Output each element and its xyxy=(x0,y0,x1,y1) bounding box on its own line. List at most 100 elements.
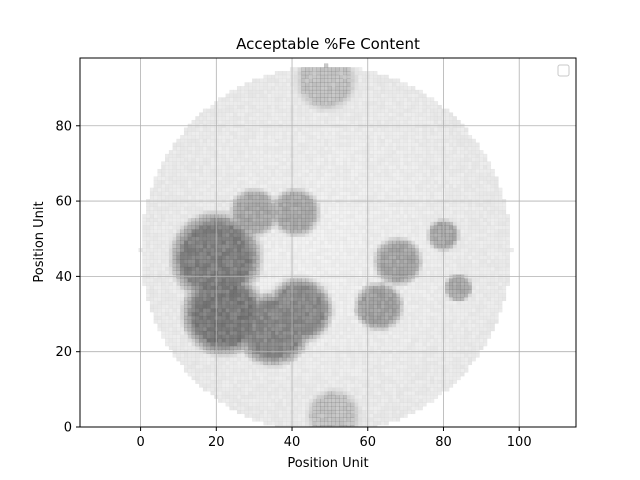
heatmap-cell xyxy=(157,263,162,268)
heatmap-cell xyxy=(346,240,351,245)
heatmap-cell xyxy=(339,266,344,271)
heatmap-cell xyxy=(293,342,298,347)
heatmap-cell xyxy=(312,281,317,287)
heatmap-cell xyxy=(259,372,264,377)
heatmap-cell xyxy=(331,236,336,241)
heatmap-cell xyxy=(346,413,351,418)
heatmap-cell xyxy=(218,217,223,222)
heatmap-cell xyxy=(316,304,321,309)
heatmap-cell xyxy=(369,266,374,271)
heatmap-cell xyxy=(180,330,185,335)
heatmap-cell xyxy=(286,82,291,87)
heatmap-cell xyxy=(354,342,359,347)
heatmap-cell xyxy=(199,383,204,388)
heatmap-cell xyxy=(305,308,310,313)
heatmap-cell xyxy=(350,360,355,366)
heatmap-cell xyxy=(180,296,185,302)
heatmap-cell xyxy=(331,74,336,79)
heatmap-cell xyxy=(331,112,336,117)
heatmap-cell xyxy=(358,334,363,339)
heatmap-cell xyxy=(271,372,276,377)
heatmap-cell xyxy=(172,323,177,328)
heatmap-cell xyxy=(335,108,340,113)
heatmap-cell xyxy=(327,157,332,162)
heatmap-cell xyxy=(202,172,208,177)
heatmap-cell xyxy=(176,225,181,230)
heatmap-cell xyxy=(191,131,196,136)
heatmap-cell xyxy=(240,270,245,275)
heatmap-cell xyxy=(312,293,317,298)
heatmap-cell xyxy=(157,206,162,211)
heatmap-cell xyxy=(350,402,355,407)
heatmap-cell xyxy=(233,157,238,162)
heatmap-cell xyxy=(149,229,155,234)
heatmap-cell xyxy=(293,247,298,253)
heatmap-cell xyxy=(278,180,283,185)
heatmap-cell xyxy=(286,417,291,422)
heatmap-cell xyxy=(286,127,291,132)
heatmap-cell xyxy=(233,300,238,305)
heatmap-cell xyxy=(195,119,200,125)
heatmap-cell xyxy=(180,266,185,271)
heatmap-cell xyxy=(146,236,151,241)
heatmap-cell xyxy=(210,127,215,132)
heatmap-cell xyxy=(202,372,208,377)
heatmap-cell xyxy=(191,138,196,143)
heatmap-cell xyxy=(354,327,359,332)
heatmap-cell xyxy=(369,315,374,320)
heatmap-cell xyxy=(267,394,272,399)
heatmap-cell xyxy=(240,338,245,343)
heatmap-cell xyxy=(282,330,287,335)
heatmap-cell xyxy=(176,296,181,302)
heatmap-cell xyxy=(229,376,234,381)
heatmap-cell xyxy=(308,247,314,253)
heatmap-cell xyxy=(259,312,264,317)
heatmap-cell xyxy=(354,345,359,351)
heatmap-cell xyxy=(282,135,287,140)
heatmap-cell xyxy=(342,244,348,249)
heatmap-cell xyxy=(327,71,332,76)
heatmap-cell xyxy=(199,372,204,377)
heatmap-cell xyxy=(248,86,253,91)
heatmap-cell xyxy=(320,101,325,106)
heatmap-cell xyxy=(331,402,336,407)
heatmap-cell xyxy=(240,342,245,347)
heatmap-cell xyxy=(263,409,268,415)
heatmap-cell xyxy=(149,240,155,245)
heatmap-cell xyxy=(263,338,268,343)
heatmap-cell xyxy=(233,176,238,181)
heatmap-cell xyxy=(168,345,173,351)
heatmap-cell xyxy=(354,221,359,226)
heatmap-cell xyxy=(346,338,351,343)
heatmap-cell xyxy=(255,172,261,177)
heatmap-cell xyxy=(293,406,298,411)
heatmap-cell xyxy=(297,168,302,174)
heatmap-cell xyxy=(350,202,355,207)
heatmap-cell xyxy=(320,251,325,256)
heatmap-cell xyxy=(278,138,283,143)
heatmap-cell xyxy=(316,225,321,230)
heatmap-cell xyxy=(263,202,268,207)
heatmap-cell xyxy=(233,195,238,200)
heatmap-cell xyxy=(369,338,374,343)
heatmap-cell xyxy=(225,195,230,200)
heatmap-cell xyxy=(274,263,279,268)
heatmap-cell xyxy=(293,330,298,335)
heatmap-cell xyxy=(229,308,234,313)
heatmap-cell xyxy=(327,259,332,264)
heatmap-cell xyxy=(312,285,317,290)
heatmap-cell xyxy=(354,161,359,166)
heatmap-cell xyxy=(369,319,374,324)
heatmap-cell xyxy=(274,406,279,411)
heatmap-cell xyxy=(172,161,177,166)
heatmap-cell xyxy=(199,217,204,222)
heatmap-cell xyxy=(168,330,173,335)
heatmap-cell xyxy=(168,172,173,177)
heatmap-cell xyxy=(369,187,374,192)
heatmap-cell xyxy=(229,357,234,362)
heatmap-cell xyxy=(259,161,264,166)
heatmap-cell xyxy=(373,398,378,403)
heatmap-cell xyxy=(195,135,200,140)
heatmap-cell xyxy=(305,379,310,384)
heatmap-cell xyxy=(252,135,257,140)
